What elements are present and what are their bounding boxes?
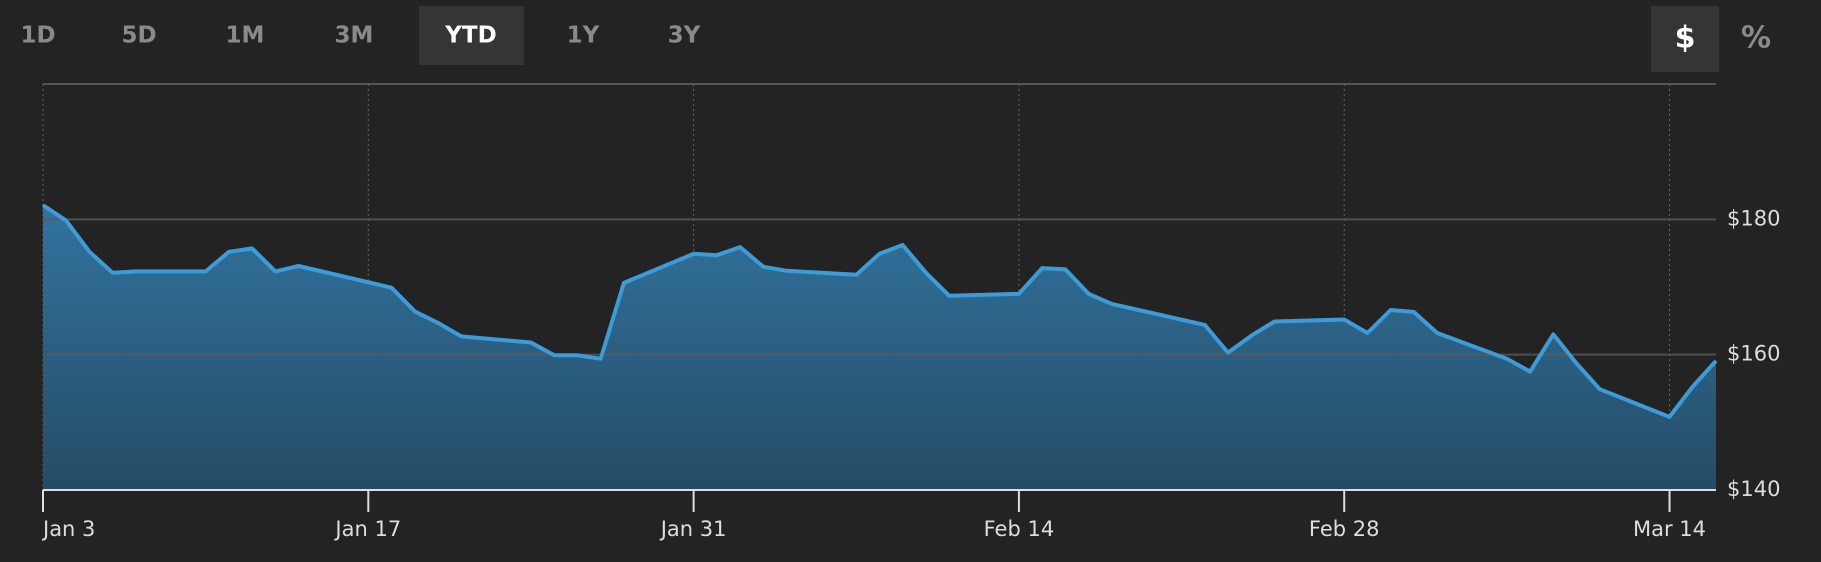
- area: [43, 205, 1716, 490]
- y-tick-label: $160: [1727, 342, 1780, 366]
- range-button[interactable]: 5D: [121, 23, 156, 49]
- range-button[interactable]: 1Y: [567, 23, 600, 49]
- range-button[interactable]: 1D: [20, 23, 55, 49]
- range-button[interactable]: YTD: [444, 23, 496, 49]
- price-line: [41, 203, 1718, 419]
- x-tick-label: Jan 17: [333, 517, 401, 541]
- unit-button[interactable]: $: [1675, 21, 1696, 56]
- x-tick-label: Feb 28: [1309, 517, 1380, 541]
- x-tick-label: Jan 3: [41, 517, 95, 541]
- range-button[interactable]: 3Y: [668, 23, 701, 49]
- x-tick-label: Mar 14: [1633, 517, 1706, 541]
- unit-button[interactable]: %: [1741, 21, 1771, 56]
- range-button[interactable]: 1M: [226, 23, 265, 49]
- x-tick-label: Jan 31: [659, 517, 727, 541]
- selected-range-bg: [419, 6, 524, 65]
- x-tick-label: Feb 14: [984, 517, 1055, 541]
- range-button[interactable]: 3M: [335, 23, 374, 49]
- y-tick-label: $180: [1727, 206, 1780, 230]
- selected-unit-bg: [1651, 6, 1719, 72]
- y-tick-label: $140: [1727, 477, 1780, 501]
